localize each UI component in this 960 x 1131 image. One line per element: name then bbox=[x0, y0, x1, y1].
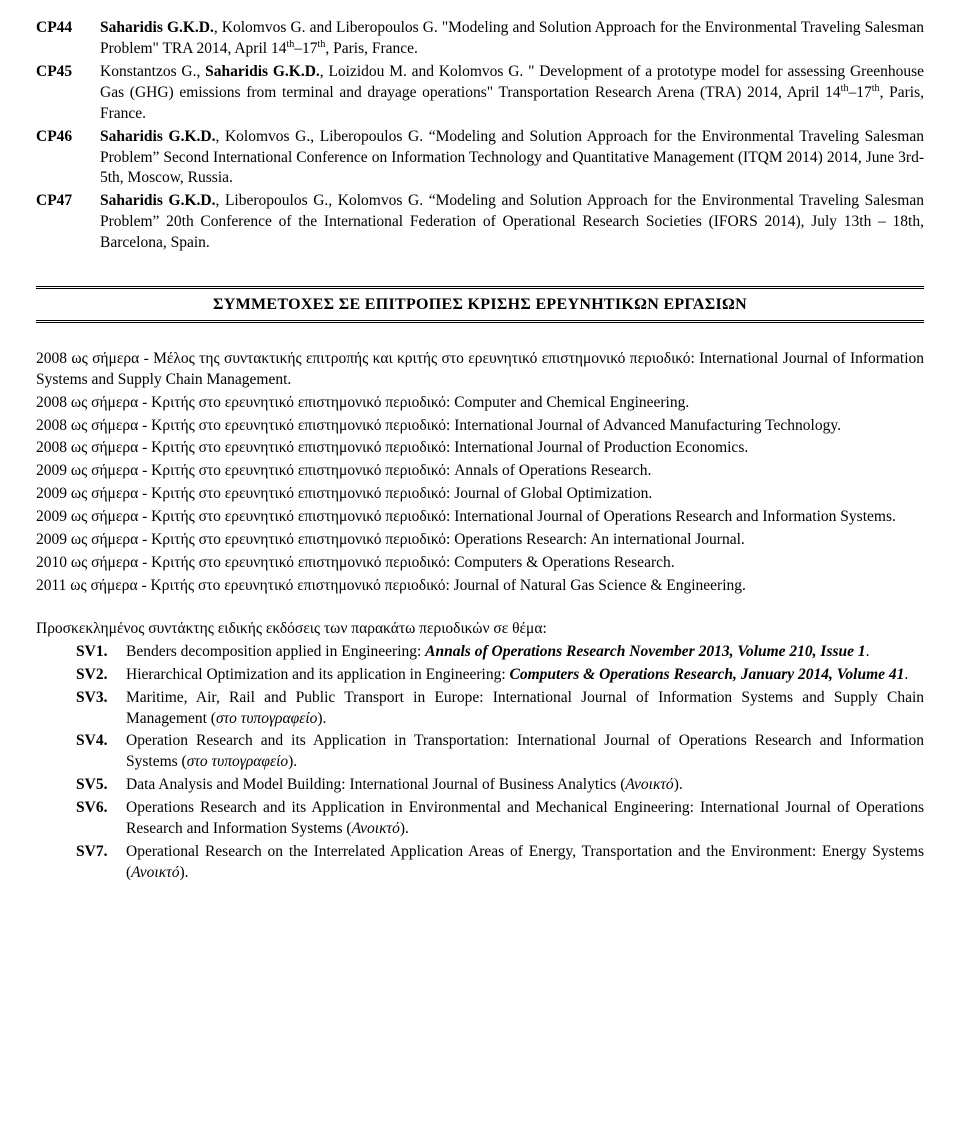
sv-code: SV7. bbox=[76, 842, 126, 863]
sv-row: SV2.Hierarchical Optimization and its ap… bbox=[76, 665, 924, 686]
review-entry: 2008 ως σήμερα - Μέλος της συντακτικής ε… bbox=[36, 349, 924, 391]
cp-row: CP45Konstantzos G., Saharidis G.K.D., Lo… bbox=[36, 62, 924, 125]
sv-text: Data Analysis and Model Building: Intern… bbox=[126, 775, 924, 796]
guest-editor-intro: Προσκεκλημένος συντάκτης ειδικής εκδόσει… bbox=[36, 619, 924, 640]
review-entry: 2009 ως σήμερα - Κριτής στο ερευνητικό ε… bbox=[36, 461, 924, 482]
sv-row: SV4.Operation Research and its Applicati… bbox=[76, 731, 924, 773]
review-entry: 2009 ως σήμερα - Κριτής στο ερευνητικό ε… bbox=[36, 507, 924, 528]
cp-row: CP47Saharidis G.K.D., Liberopoulos G., K… bbox=[36, 191, 924, 254]
sv-text: Maritime, Air, Rail and Public Transport… bbox=[126, 688, 924, 730]
cp-text: Saharidis G.K.D., Kolomvos G. and Libero… bbox=[100, 18, 924, 60]
cp-code: CP46 bbox=[36, 127, 100, 148]
review-entry: 2011 ως σήμερα - Κριτής στο ερευνητικό ε… bbox=[36, 576, 924, 597]
reviews-block: 2008 ως σήμερα - Μέλος της συντακτικής ε… bbox=[36, 349, 924, 597]
sv-row: SV6.Operations Research and its Applicat… bbox=[76, 798, 924, 840]
review-entry: 2008 ως σήμερα - Κριτής στο ερευνητικό ε… bbox=[36, 416, 924, 437]
cp-list: CP44Saharidis G.K.D., Kolomvos G. and Li… bbox=[36, 18, 924, 254]
sv-code: SV6. bbox=[76, 798, 126, 819]
sv-text: Benders decomposition applied in Enginee… bbox=[126, 642, 924, 663]
cp-row: CP44Saharidis G.K.D., Kolomvos G. and Li… bbox=[36, 18, 924, 60]
review-entry: 2008 ως σήμερα - Κριτής στο ερευνητικό ε… bbox=[36, 393, 924, 414]
sv-text: Operation Research and its Application i… bbox=[126, 731, 924, 773]
cp-code: CP44 bbox=[36, 18, 100, 39]
sv-text: Operations Research and its Application … bbox=[126, 798, 924, 840]
review-entry: 2009 ως σήμερα - Κριτής στο ερευνητικό ε… bbox=[36, 484, 924, 505]
sv-code: SV4. bbox=[76, 731, 126, 752]
cp-text: Saharidis G.K.D., Kolomvos G., Liberopou… bbox=[100, 127, 924, 190]
sv-code: SV5. bbox=[76, 775, 126, 796]
sv-code: SV2. bbox=[76, 665, 126, 686]
cp-text: Saharidis G.K.D., Liberopoulos G., Kolom… bbox=[100, 191, 924, 254]
sv-text: Operational Research on the Interrelated… bbox=[126, 842, 924, 884]
cp-code: CP47 bbox=[36, 191, 100, 212]
cp-text: Konstantzos G., Saharidis G.K.D., Loizid… bbox=[100, 62, 924, 125]
sv-row: SV7.Operational Research on the Interrel… bbox=[76, 842, 924, 884]
sv-row: SV5.Data Analysis and Model Building: In… bbox=[76, 775, 924, 796]
sv-code: SV1. bbox=[76, 642, 126, 663]
sv-row: SV3.Maritime, Air, Rail and Public Trans… bbox=[76, 688, 924, 730]
review-entry: 2008 ως σήμερα - Κριτής στο ερευνητικό ε… bbox=[36, 438, 924, 459]
section-title: ΣΥΜΜΕΤΟΧΕΣ ΣΕ ΕΠΙΤΡΟΠΕΣ ΚΡΙΣΗΣ ΕΡΕΥΝΗΤΙΚ… bbox=[36, 286, 924, 323]
review-entry: 2010 ως σήμερα - Κριτής στο ερευνητικό ε… bbox=[36, 553, 924, 574]
sv-row: SV1.Benders decomposition applied in Eng… bbox=[76, 642, 924, 663]
sv-code: SV3. bbox=[76, 688, 126, 709]
cp-row: CP46Saharidis G.K.D., Kolomvos G., Liber… bbox=[36, 127, 924, 190]
cp-code: CP45 bbox=[36, 62, 100, 83]
sv-list: SV1.Benders decomposition applied in Eng… bbox=[36, 642, 924, 884]
sv-text: Hierarchical Optimization and its applic… bbox=[126, 665, 924, 686]
review-entry: 2009 ως σήμερα - Κριτής στο ερευνητικό ε… bbox=[36, 530, 924, 551]
